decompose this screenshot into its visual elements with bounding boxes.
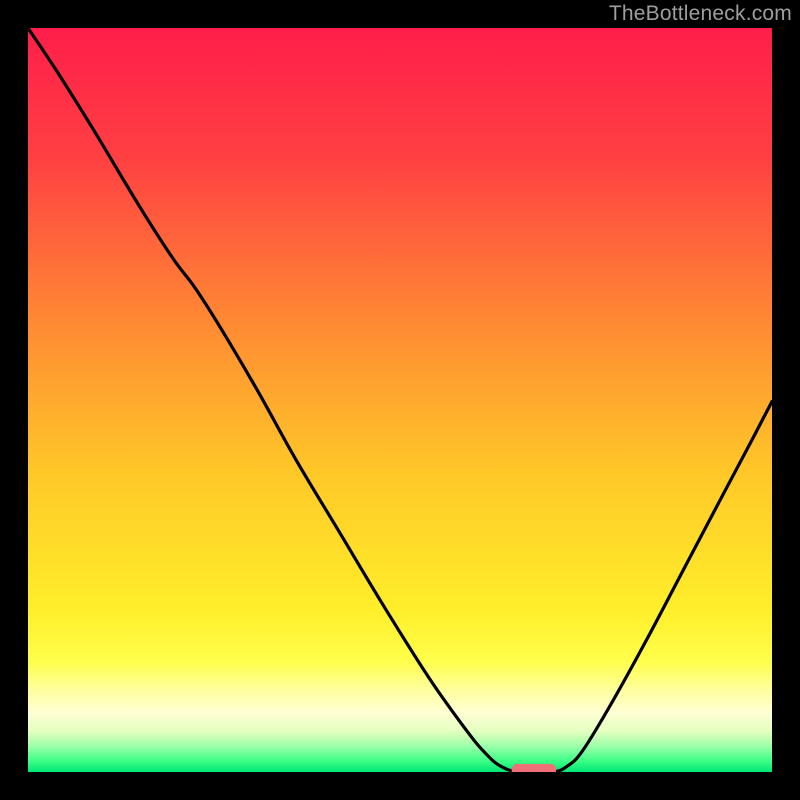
watermark-text: TheBottleneck.com xyxy=(609,2,792,26)
plot-area xyxy=(28,28,772,772)
chart-svg xyxy=(28,28,772,772)
chart-container: TheBottleneck.com xyxy=(0,0,800,800)
optimal-marker xyxy=(512,764,557,772)
gradient-background xyxy=(28,28,772,772)
